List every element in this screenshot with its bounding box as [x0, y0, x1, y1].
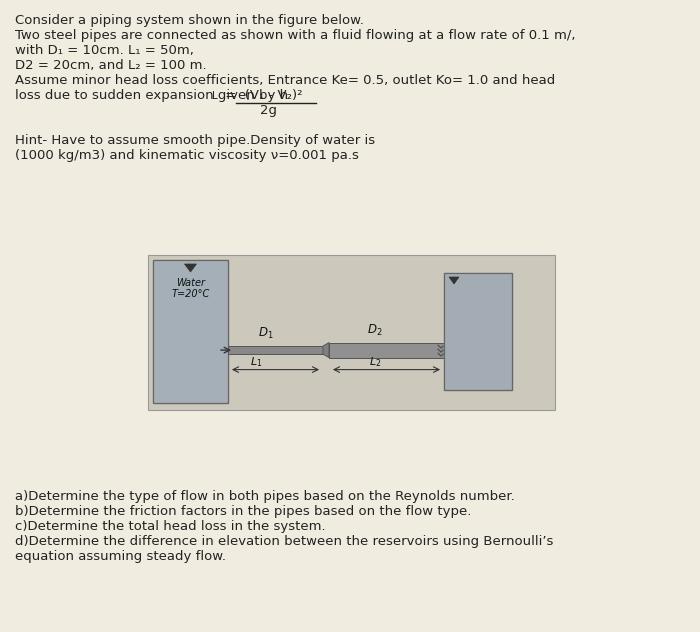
Text: a)Determine the type of flow in both pipes based on the Reynolds number.: a)Determine the type of flow in both pip…	[15, 490, 514, 503]
Text: Hint- Have to assume smooth pipe.Density of water is: Hint- Have to assume smooth pipe.Density…	[15, 134, 375, 147]
Text: Consider a piping system shown in the figure below.: Consider a piping system shown in the fi…	[15, 14, 364, 27]
Bar	[329, 343, 444, 358]
Text: Assume minor head loss coefficients, Entrance Ke= 0.5, outlet Ko= 1.0 and head: Assume minor head loss coefficients, Ent…	[15, 74, 555, 87]
Bar	[154, 261, 227, 402]
Polygon shape	[449, 277, 459, 284]
Text: $L_1$: $L_1$	[251, 355, 262, 368]
Text: 2g: 2g	[260, 104, 277, 117]
Polygon shape	[185, 264, 197, 272]
Bar	[153, 260, 228, 403]
Bar	[228, 346, 323, 354]
Text: Water: Water	[176, 278, 205, 288]
Text: d)Determine the difference in elevation between the reservoirs using Bernoulli’s: d)Determine the difference in elevation …	[15, 535, 554, 548]
Text: D2 = 20cm, and L₂ = 100 m.: D2 = 20cm, and L₂ = 100 m.	[15, 59, 206, 72]
Bar	[445, 274, 511, 389]
Text: b)Determine the friction factors in the pipes based on the flow type.: b)Determine the friction factors in the …	[15, 505, 471, 518]
Text: loss due to sudden expansion given by h: loss due to sudden expansion given by h	[15, 89, 288, 102]
Bar	[444, 273, 512, 390]
Text: equation assuming steady flow.: equation assuming steady flow.	[15, 550, 226, 563]
Text: c)Determine the total head loss in the system.: c)Determine the total head loss in the s…	[15, 520, 326, 533]
Text: $D_1$: $D_1$	[258, 326, 274, 341]
Text: (1000 kg/m3) and kinematic viscosity ν=0.001 pa.s: (1000 kg/m3) and kinematic viscosity ν=0…	[15, 149, 359, 162]
Text: $L_2$: $L_2$	[369, 355, 382, 368]
Text: with D₁ = 10cm. L₁ = 50m,: with D₁ = 10cm. L₁ = 50m,	[15, 44, 194, 57]
Text: Two steel pipes are connected as shown with a fluid flowing at a flow rate of 0.: Two steel pipes are connected as shown w…	[15, 29, 575, 42]
Text: =  (V₁ - V₂)²: = (V₁ - V₂)²	[221, 89, 302, 102]
Text: T=20°C: T=20°C	[172, 289, 209, 299]
Text: $D_2$: $D_2$	[368, 322, 383, 337]
Polygon shape	[323, 343, 329, 358]
Bar	[148, 255, 555, 410]
Text: L: L	[212, 91, 218, 101]
